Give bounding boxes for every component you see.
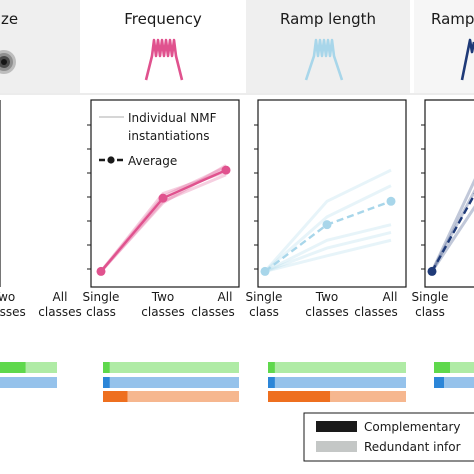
header-bg-0 [0,0,80,93]
legend-average-marker [107,156,115,164]
y-ticks [87,124,425,270]
panel-title-0: ze [1,10,18,28]
average-point-0-2 [221,165,231,175]
info-bar-redundant-3-0 [450,362,474,373]
axes-frames [0,99,474,288]
ramp-length-waveform-icon [304,38,344,81]
info-bar-complementary-3-0 [434,362,450,373]
plot-area-2 [427,178,474,276]
info-bar-redundant-0-1 [0,377,57,388]
instantiation-line-0-0 [99,173,227,273]
frequency-waveform-icon [144,38,184,81]
instantiation-line-1-0 [264,231,392,273]
xtick-p2-single-l1: Single [246,290,283,304]
ripple-icon [0,50,16,74]
info-bar-complementary-3-1 [434,377,444,388]
xtick-p0-two-l1: Two [0,290,15,304]
average-line-0 [100,169,227,273]
instantiation-line-1-1 [264,223,392,273]
axes-frame-3 [424,99,474,288]
info-bar-complementary-2-1 [268,377,275,388]
legend-individual-label-line2: instantiations [128,129,210,143]
info-bar-redundant-0-0 [25,362,57,373]
xtick-p0-all-l2: classes [38,305,81,319]
info-bar-redundant-2-2 [330,391,406,402]
plot-area-0 [96,164,231,276]
instantiation-line-0-2 [99,170,227,273]
info-bar-redundant-1-2 [127,391,239,402]
xtick-p2-all-l2: classes [354,305,397,319]
average-point-1-0 [260,266,270,276]
legend-average-label: Average [128,154,177,168]
xtick-p3-single-l1: Single [412,290,449,304]
axes-frame-2 [257,99,407,288]
xtick-p0-all-l1: All [53,290,68,304]
instantiation-line-1-4 [264,238,392,273]
complementary-swatch [316,421,357,432]
instantiation-line-2-2 [430,189,474,273]
instantiation-line-2-1 [430,178,474,273]
redundant-label: Redundant infor [364,440,461,454]
info-bar-complementary-1-2 [103,391,128,402]
average-point-0-0 [96,266,106,276]
info-bar-complementary-2-0 [268,362,275,373]
info-bar-redundant-3-1 [444,377,474,388]
average-point-1-2 [386,196,396,206]
redundant-swatch [316,441,357,452]
info-legend: Complementary Redundant infor [303,412,474,462]
xtick-p2-two-l2: classes [305,305,348,319]
xtick-p1-two-l1: Two [151,290,175,304]
x-tick-labels: Two classes All classes Single class Two… [0,290,448,319]
instantiation-line-2-0 [430,205,474,273]
xtick-p1-single-l1: Single [83,290,120,304]
xtick-p0-two-l2: classes [0,305,26,319]
complementary-label: Complementary [364,420,461,434]
axes-frame-1 [90,99,240,288]
information-bars [0,362,474,402]
instantiation-line-1-3 [264,184,392,273]
info-bar-complementary-2-2 [268,391,331,402]
average-point-1-1 [322,220,332,230]
info-bar-redundant-1-1 [109,377,239,388]
panel-title-2: Ramp length [280,10,376,28]
info-bar-complementary-1-0 [103,362,110,373]
chart-legend: Individual NMF instantiations Average [99,111,217,168]
xtick-p2-single-l2: class [249,305,279,319]
xtick-p1-all-l1: All [218,290,233,304]
panel-title-3: Ramp [431,10,474,28]
xtick-p1-all-l2: classes [191,305,234,319]
plot-ramp-length [260,168,396,276]
ramp-waveform-icon [460,38,474,81]
info-bar-redundant-2-1 [274,377,406,388]
info-bar-redundant-1-0 [109,362,239,373]
info-bar-complementary-0-0 [0,362,26,373]
xtick-p1-two-l2: classes [141,305,184,319]
xtick-p2-two-l1: Two [315,290,339,304]
info-bar-complementary-1-1 [103,377,110,388]
average-point-2-0 [427,266,437,276]
legend-individual-label-line1: Individual NMF [128,111,217,125]
panel-title-1: Frequency [124,10,202,28]
header-backgrounds [0,0,474,93]
xtick-p1-single-l2: class [86,305,116,319]
plot-ramp [427,178,474,276]
plot-area-1 [260,168,396,276]
xtick-p2-all-l1: All [383,290,398,304]
header-bg-3b [414,0,474,93]
xtick-p3-single-l2: class [415,305,445,319]
info-bar-redundant-2-0 [274,362,406,373]
plot-frequency [96,164,231,276]
instantiation-line-1-2 [263,168,392,273]
average-point-0-1 [158,193,168,203]
